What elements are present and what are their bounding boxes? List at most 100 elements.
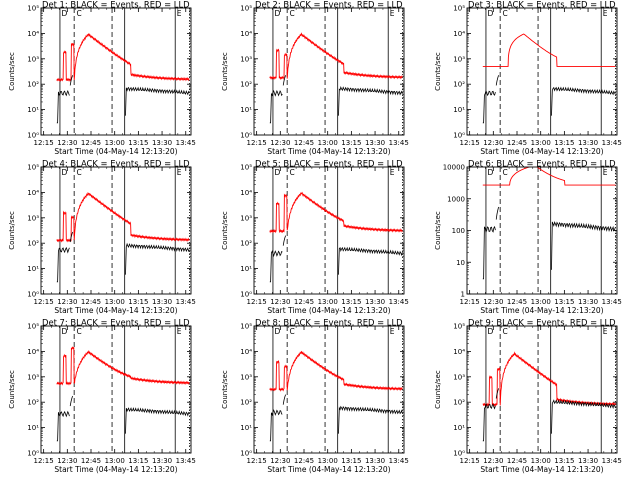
y-tick-label: 10² xyxy=(27,240,39,248)
x-tick-label: 13:00 xyxy=(105,457,125,465)
y-tick-label: 10⁵ xyxy=(27,323,39,331)
y-tick-label: 10⁵ xyxy=(27,164,39,172)
flag-label: C xyxy=(290,168,295,177)
x-tick-label: 13:15 xyxy=(341,457,361,465)
x-tick-label: 12:15 xyxy=(34,298,54,306)
y-tick-label: 10¹ xyxy=(453,424,465,432)
x-axis-label: Start Time (04-May-14 12:13:20) xyxy=(480,306,603,315)
plot-area xyxy=(482,326,616,453)
series-lld-line xyxy=(482,33,616,67)
x-tick-label: 13:30 xyxy=(578,298,598,306)
panel-title: Det 9: BLACK = Events, RED = LLD xyxy=(468,318,616,328)
x-tick-label: 13:45 xyxy=(389,457,409,465)
y-tick-label: 10¹ xyxy=(240,424,252,432)
y-tick-label: 1 xyxy=(461,291,465,299)
y-axis-label: Counts/sec xyxy=(434,52,442,91)
plot-area xyxy=(482,167,616,294)
panel-det-7: Det 7: BLACK = Events, RED = LLD 10⁰ 10¹ 10… xyxy=(8,318,196,475)
x-tick-label: 13:00 xyxy=(105,139,125,147)
x-tick-label: 12:15 xyxy=(34,457,54,465)
x-axis-label: Start Time (04-May-14 12:13:20) xyxy=(480,465,603,474)
x-tick-label: 13:15 xyxy=(554,457,574,465)
x-tick-label: 12:45 xyxy=(81,139,101,147)
series-events-line xyxy=(56,410,70,442)
y-tick-label: 100 xyxy=(452,227,465,235)
x-tick-label: 13:30 xyxy=(152,139,172,147)
panel-title: Det 5: BLACK = Events, RED = LLD xyxy=(255,159,403,169)
y-axis-label: Counts/sec xyxy=(8,370,16,409)
flag-label: D xyxy=(62,327,68,336)
panel-det-4: Det 4: BLACK = Events, RED = LLD 10⁰ 10¹ 10… xyxy=(8,159,196,316)
y-tick-label: 10³ xyxy=(27,55,39,63)
x-axis-label: Start Time (04-May-14 12:13:20) xyxy=(267,147,390,156)
y-tick-label: 10⁰ xyxy=(240,450,252,458)
x-tick-label: 12:45 xyxy=(81,457,101,465)
x-tick-label: 12:30 xyxy=(270,139,290,147)
x-tick-label: 13:45 xyxy=(176,139,196,147)
flag-label: D xyxy=(488,168,494,177)
x-tick-label: 13:15 xyxy=(128,457,148,465)
plot-frame xyxy=(40,7,192,136)
y-axis-label: Counts/sec xyxy=(221,370,229,409)
plot-frame xyxy=(253,325,405,454)
y-axis-label: Counts/sec xyxy=(8,52,16,91)
y-axis-label: Counts/sec xyxy=(434,370,442,409)
panel-title: Det 8: BLACK = Events, RED = LLD xyxy=(255,318,403,328)
y-tick-label: 10⁴ xyxy=(27,348,39,356)
series-events-line xyxy=(482,403,496,442)
x-tick-label: 13:00 xyxy=(531,298,551,306)
x-tick-label: 13:00 xyxy=(318,298,338,306)
x-tick-label: 13:00 xyxy=(531,457,551,465)
plot-area xyxy=(269,326,403,453)
y-tick-label: 10¹ xyxy=(240,106,252,114)
x-tick-label: 13:45 xyxy=(176,298,196,306)
series-events-line xyxy=(550,86,616,116)
series-lld-line xyxy=(56,192,190,243)
plot-area xyxy=(269,167,403,294)
y-tick-label: 10⁰ xyxy=(453,132,465,140)
x-tick-label: 13:30 xyxy=(152,457,172,465)
x-tick-label: 12:30 xyxy=(270,457,290,465)
plot-frame xyxy=(466,325,618,454)
y-tick-label: 10¹ xyxy=(27,265,39,273)
flag-label: E xyxy=(177,327,182,336)
x-axis-label: Start Time (04-May-14 12:13:20) xyxy=(480,147,603,156)
x-tick-label: 13:15 xyxy=(554,298,574,306)
y-tick-label: 10⁰ xyxy=(27,450,39,458)
y-tick-label: 10³ xyxy=(240,55,252,63)
plot-frame xyxy=(253,166,405,295)
series-lld-line xyxy=(269,350,403,392)
x-tick-label: 12:45 xyxy=(507,298,527,306)
series-events-line xyxy=(337,85,403,116)
x-tick-label: 12:45 xyxy=(507,139,527,147)
x-tick-label: 13:30 xyxy=(365,457,385,465)
y-axis-label: Counts/sec xyxy=(221,52,229,91)
y-tick-label: 10³ xyxy=(453,373,465,381)
series-events-line xyxy=(69,75,73,86)
plot-area xyxy=(56,326,190,453)
x-tick-label: 12:45 xyxy=(81,298,101,306)
series-events-line xyxy=(124,242,190,275)
x-axis-label: Start Time (04-May-14 12:13:20) xyxy=(54,465,177,474)
y-tick-label: 10⁴ xyxy=(453,30,465,38)
flag-label: C xyxy=(290,327,295,336)
plot-frame xyxy=(40,166,192,295)
series-events-line xyxy=(495,75,499,86)
y-tick-label: 10 xyxy=(456,259,465,267)
y-axis-label: Counts/sec xyxy=(434,211,442,250)
series-events-line xyxy=(550,399,616,434)
x-tick-label: 12:15 xyxy=(460,139,480,147)
y-tick-label: 10⁰ xyxy=(240,132,252,140)
x-tick-label: 13:00 xyxy=(531,139,551,147)
x-tick-label: 13:45 xyxy=(176,457,196,465)
x-tick-label: 12:30 xyxy=(483,298,503,306)
y-tick-label: 10² xyxy=(240,399,252,407)
series-events-line xyxy=(495,206,499,220)
x-tick-label: 13:30 xyxy=(365,298,385,306)
plot-frame xyxy=(466,166,618,295)
y-tick-label: 10⁰ xyxy=(453,450,465,458)
flag-label: D xyxy=(488,327,494,336)
x-tick-label: 13:45 xyxy=(389,298,409,306)
series-events-line xyxy=(269,250,283,283)
x-tick-label: 13:15 xyxy=(341,139,361,147)
